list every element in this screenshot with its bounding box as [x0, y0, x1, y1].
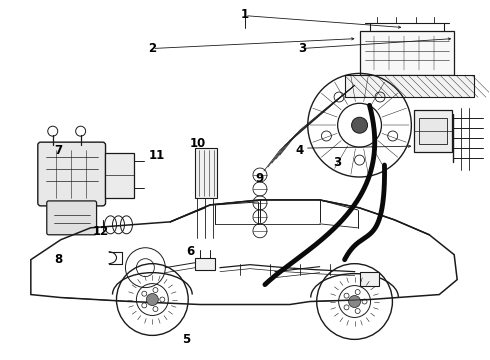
- Text: 1: 1: [241, 8, 249, 21]
- Text: 5: 5: [182, 333, 190, 346]
- Bar: [195, 148, 217, 198]
- Circle shape: [348, 296, 361, 307]
- Text: 4: 4: [295, 144, 304, 157]
- FancyBboxPatch shape: [38, 142, 105, 206]
- FancyBboxPatch shape: [47, 201, 97, 235]
- Bar: [360, 31, 454, 75]
- Bar: [344, 75, 474, 97]
- Text: 6: 6: [186, 245, 195, 258]
- Text: 9: 9: [256, 171, 264, 185]
- Circle shape: [352, 117, 368, 133]
- Bar: [104, 153, 134, 198]
- Text: 11: 11: [148, 149, 165, 162]
- Text: 3: 3: [334, 156, 342, 168]
- Bar: [195, 258, 215, 270]
- Bar: [415, 110, 452, 152]
- Text: 7: 7: [55, 144, 63, 157]
- Text: 8: 8: [54, 253, 63, 266]
- Text: 10: 10: [190, 137, 206, 150]
- Circle shape: [147, 293, 158, 306]
- Text: 12: 12: [93, 225, 109, 238]
- Bar: [360, 272, 379, 285]
- Text: 3: 3: [298, 42, 306, 55]
- Bar: [419, 118, 447, 144]
- Text: 2: 2: [148, 42, 156, 55]
